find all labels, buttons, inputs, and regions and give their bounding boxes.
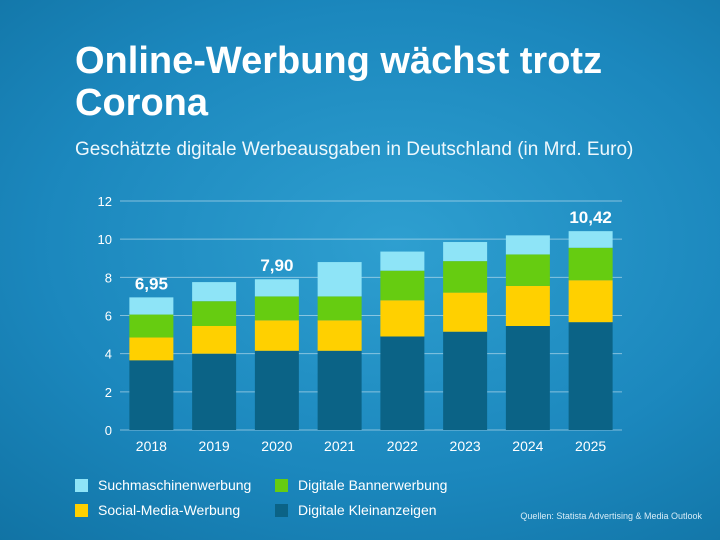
bar-segment-suchmaschinenwerbung	[254, 279, 299, 297]
x-tick-label: 2022	[387, 438, 418, 454]
legend-item: Social-Media-Werbung	[75, 502, 240, 518]
bar-segment-digitale-bannerwerbung	[192, 301, 237, 326]
y-tick-label: 12	[98, 194, 112, 209]
total-value-label: 6,95	[135, 274, 168, 293]
source-note: Quellen: Statista Advertising & Media Ou…	[520, 511, 702, 521]
bar-segment-social-media-werbung	[568, 280, 613, 323]
bar-segment-suchmaschinenwerbung	[317, 262, 362, 297]
x-tick-label: 2019	[199, 438, 230, 454]
x-tick-label: 2023	[450, 438, 481, 454]
bar-segment-digitale-bannerwerbung	[380, 270, 425, 301]
legend-swatch	[75, 478, 88, 492]
legend-label: Digitale Bannerwerbung	[298, 477, 448, 493]
bar-segment-digitale-kleinanzeigen	[505, 325, 550, 430]
bar-segment-social-media-werbung	[380, 300, 425, 337]
legend-swatch	[275, 503, 288, 517]
legend-swatch	[275, 478, 288, 492]
bar-segment-social-media-werbung	[505, 285, 550, 326]
bar-segment-social-media-werbung	[192, 325, 237, 354]
legend-label: Suchmaschinenwerbung	[98, 477, 252, 493]
bar-segment-suchmaschinenwerbung	[192, 282, 237, 302]
bar-segment-digitale-kleinanzeigen	[568, 322, 613, 430]
bar-segment-suchmaschinenwerbung	[505, 235, 550, 255]
bar-segment-digitale-kleinanzeigen	[443, 331, 488, 430]
bar-segment-digitale-bannerwerbung	[505, 254, 550, 286]
bar-segment-digitale-kleinanzeigen	[317, 350, 362, 430]
bar-segment-social-media-werbung	[443, 292, 488, 332]
bar-segment-digitale-bannerwerbung	[129, 314, 174, 338]
bar-segment-social-media-werbung	[317, 320, 362, 351]
legend-item: Digitale Bannerwerbung	[275, 477, 447, 493]
x-tick-label: 2020	[261, 438, 292, 454]
legend-label: Social-Media-Werbung	[98, 502, 241, 518]
bar-segment-digitale-kleinanzeigen	[380, 336, 425, 430]
bar-segment-digitale-kleinanzeigen	[129, 360, 174, 430]
x-tick-label: 2018	[136, 438, 167, 454]
bar-segment-suchmaschinenwerbung	[568, 231, 613, 248]
y-tick-label: 10	[98, 232, 112, 247]
chart-legend: Suchmaschinenwerbung Digitale Bannerwerbu…	[75, 477, 495, 527]
bar-segment-digitale-kleinanzeigen	[254, 350, 299, 430]
bar-segment-digitale-kleinanzeigen	[192, 353, 237, 430]
bar-segment-suchmaschinenwerbung	[380, 251, 425, 271]
y-tick-label: 6	[105, 309, 112, 324]
bar-segment-digitale-bannerwerbung	[443, 261, 488, 293]
bar-segment-digitale-bannerwerbung	[317, 296, 362, 321]
stacked-bar-chart: 0 2 4 6 8 10 12 2018 2019 2020 2021 2022 2023 2024 202…	[98, 194, 613, 454]
chart-subtitle: Geschätzte digitale Werbeausgaben in Deu…	[75, 139, 634, 160]
legend-swatch	[75, 503, 88, 517]
bar-segment-digitale-bannerwerbung	[568, 247, 613, 281]
y-tick-label: 8	[105, 270, 112, 285]
y-tick-label: 0	[105, 423, 112, 438]
bar-segment-social-media-werbung	[129, 337, 174, 361]
legend-item: Suchmaschinenwerbung	[75, 477, 251, 493]
x-tick-label: 2021	[324, 438, 355, 454]
bar-segment-social-media-werbung	[254, 320, 299, 351]
bar-segment-suchmaschinenwerbung	[129, 297, 174, 315]
y-tick-label: 2	[105, 385, 112, 400]
total-value-label: 7,90	[260, 256, 293, 275]
total-value-label: 10,42	[569, 208, 612, 227]
y-tick-label: 4	[105, 347, 112, 362]
bar-segment-digitale-bannerwerbung	[254, 296, 299, 321]
chart-title: Online-Werbung wächst trotz Corona	[75, 40, 603, 124]
legend-label: Digitale Kleinanzeigen	[298, 502, 437, 518]
x-tick-label: 2024	[512, 438, 543, 454]
x-tick-label: 2025	[575, 438, 606, 454]
legend-item: Digitale Kleinanzeigen	[275, 502, 437, 518]
bar-segment-suchmaschinenwerbung	[443, 242, 488, 262]
